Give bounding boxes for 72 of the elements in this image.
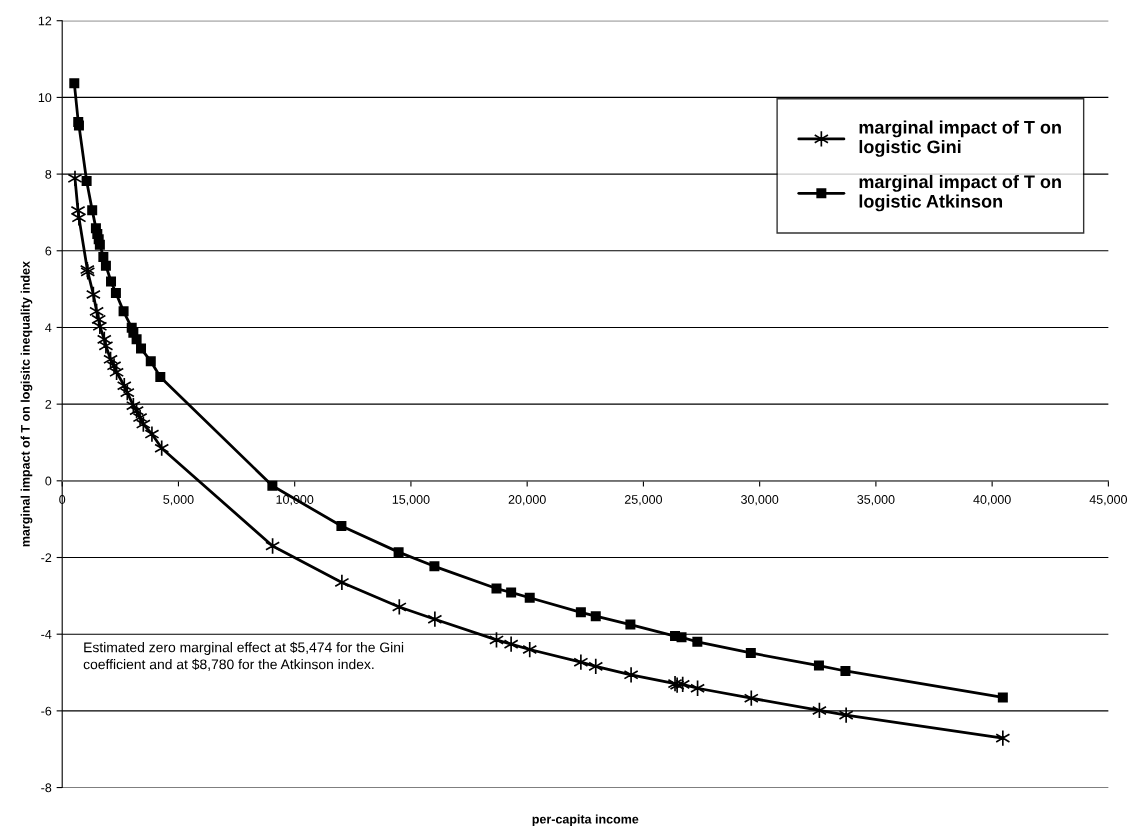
- point: [118, 306, 129, 317]
- point: [94, 239, 105, 250]
- point: [267, 480, 278, 491]
- y-tick-label: 2: [45, 399, 52, 409]
- point: [136, 343, 147, 354]
- point: [491, 583, 502, 594]
- point: [131, 334, 142, 345]
- point: [145, 356, 156, 367]
- point: [522, 641, 538, 658]
- point: [503, 635, 519, 653]
- point: [73, 120, 84, 131]
- y-tick-label: -2: [41, 553, 52, 563]
- point: [393, 547, 404, 558]
- x-tick-label: 45,000: [1089, 495, 1128, 506]
- point: [745, 647, 756, 658]
- y-tick-label: 10: [38, 93, 52, 103]
- x-tick-label: 35,000: [857, 495, 895, 506]
- point: [98, 251, 109, 262]
- point: [429, 561, 440, 572]
- point: [840, 665, 851, 676]
- point: [675, 675, 691, 693]
- x-tick-label: 30,000: [741, 495, 779, 506]
- legend-label: marginal impact of T on logistic Atkinson: [859, 174, 1061, 212]
- point: [334, 573, 350, 591]
- y-tick-label: 0: [45, 476, 52, 486]
- point: [119, 384, 135, 402]
- point: [92, 317, 108, 335]
- point: [506, 587, 517, 598]
- x-tick-label: 20,000: [508, 495, 546, 506]
- point: [69, 78, 80, 89]
- point: [676, 632, 687, 643]
- point: [427, 610, 443, 628]
- point: [336, 521, 347, 532]
- point: [100, 260, 111, 271]
- point: [110, 287, 121, 298]
- y-tick-label: -4: [41, 630, 52, 639]
- y-tick-label: 6: [45, 246, 52, 256]
- point: [625, 619, 636, 630]
- y-tick-label: -8: [41, 783, 52, 793]
- point: [87, 205, 98, 216]
- x-tick-label: 5,000: [163, 495, 194, 506]
- point: [813, 660, 824, 671]
- point: [588, 657, 604, 675]
- y-tick-label: 8: [45, 169, 52, 179]
- y-tick-label: -6: [41, 706, 52, 716]
- x-tick-label: 25,000: [624, 495, 663, 506]
- x-axis-title: per-capita income: [532, 814, 639, 827]
- point: [575, 607, 586, 618]
- point: [67, 169, 83, 187]
- annotation: Estimated zero marginal effect at $5,474 for the Gini coefficient and at $8,780 for the Atkinson index.: [83, 641, 404, 671]
- point: [573, 653, 589, 671]
- point: [81, 175, 92, 186]
- point: [838, 706, 854, 724]
- point: [154, 439, 170, 457]
- point: [144, 425, 160, 443]
- y-axis-title: marginal impact of T on logisitc inequality index: [20, 261, 33, 547]
- x-tick-label: 40,000: [973, 495, 1011, 506]
- point: [391, 598, 407, 616]
- point: [590, 611, 601, 622]
- point: [106, 276, 117, 287]
- point: [743, 689, 759, 707]
- y-tick-label: 4: [45, 323, 52, 332]
- y-tick-label: 12: [38, 16, 52, 26]
- point: [155, 371, 166, 382]
- point: [692, 636, 703, 647]
- point: [98, 337, 114, 355]
- point: [524, 592, 535, 603]
- point: [997, 692, 1008, 703]
- point: [995, 729, 1011, 747]
- legend-label: marginal impact of T on logistic Gini: [859, 120, 1061, 157]
- point: [623, 666, 639, 684]
- x-tick-label: 15,000: [392, 495, 430, 506]
